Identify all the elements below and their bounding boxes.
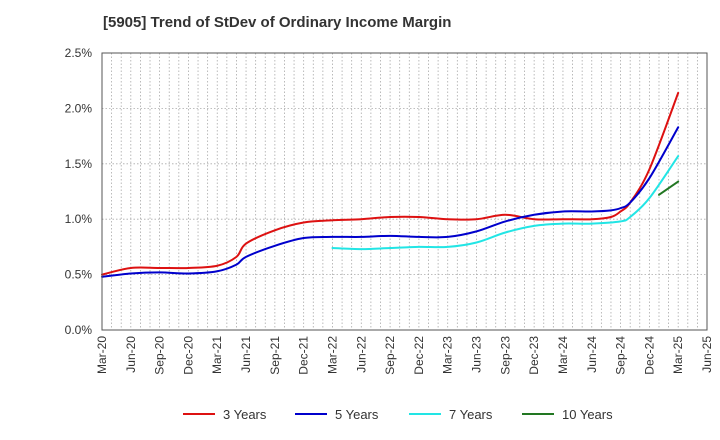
x-tick-label: Sep-21: [268, 336, 282, 375]
x-tick-label: Mar-22: [325, 336, 339, 374]
x-tick-label: Mar-25: [671, 336, 685, 374]
x-tick-label: Sep-23: [498, 336, 512, 375]
x-tick-label: Jun-20: [124, 336, 138, 373]
x-tick-label: Jun-24: [585, 336, 599, 373]
plot-frame: [101, 52, 708, 331]
legend-item-5-years: 5 Years: [295, 407, 379, 422]
y-tick-label: 1.5%: [65, 157, 93, 171]
legend-item-7-years: 7 Years: [409, 407, 493, 422]
grid-layer: [102, 53, 707, 330]
x-tick-label: Mar-20: [95, 336, 109, 374]
y-tick-label: 0.0%: [65, 323, 93, 337]
legend-label: 3 Years: [223, 407, 267, 422]
legend-item-10-years: 10 Years: [522, 407, 613, 422]
legend-label: 5 Years: [335, 407, 379, 422]
x-tick-label: Jun-23: [470, 336, 484, 373]
y-tick-label: 2.0%: [65, 101, 93, 115]
x-tick-label: Sep-22: [383, 336, 397, 375]
x-tick-label: Dec-23: [527, 336, 541, 375]
y-tick-label: 1.0%: [65, 212, 93, 226]
x-tick-label: Sep-20: [153, 336, 167, 375]
x-tick-label: Dec-24: [642, 336, 656, 375]
x-tick-labels: Mar-20 Jun-20 Sep-20 Dec-20 Mar-21 Jun-21 Sep-…: [95, 336, 714, 375]
x-tick-label: Dec-22: [412, 336, 426, 375]
series-layer: [101, 91, 680, 278]
y-tick-label: 2.5%: [65, 46, 93, 60]
series-line-5-years: [101, 126, 680, 278]
legend-label: 7 Years: [449, 407, 493, 422]
legend-label: 10 Years: [562, 407, 613, 422]
plot-background: [102, 53, 707, 330]
series-line-10-years: [657, 180, 680, 196]
x-tick-label: Dec-21: [297, 336, 311, 375]
x-tick-label: Jun-25: [700, 336, 714, 373]
series-line-7-years: [331, 155, 680, 251]
x-tick-label: Mar-24: [556, 336, 570, 374]
y-tick-labels: 0.0% 0.5% 1.0% 1.5% 2.0% 2.5%: [65, 46, 93, 337]
x-tick-label: Jun-21: [239, 336, 253, 373]
legend-item-3-years: 3 Years: [183, 407, 267, 422]
x-tick-label: Jun-22: [354, 336, 368, 373]
chart-title: [5905] Trend of StDev of Ordinary Income…: [103, 14, 452, 31]
x-tick-label: Mar-21: [210, 336, 224, 374]
y-tick-label: 0.5%: [65, 268, 93, 282]
series-line-3-years: [101, 91, 680, 276]
x-tick-label: Mar-23: [441, 336, 455, 374]
x-tick-label: Sep-24: [614, 336, 628, 375]
legend: 3 Years 5 Years 7 Years 10 Years: [183, 407, 613, 422]
x-tick-label: Dec-20: [181, 336, 195, 375]
